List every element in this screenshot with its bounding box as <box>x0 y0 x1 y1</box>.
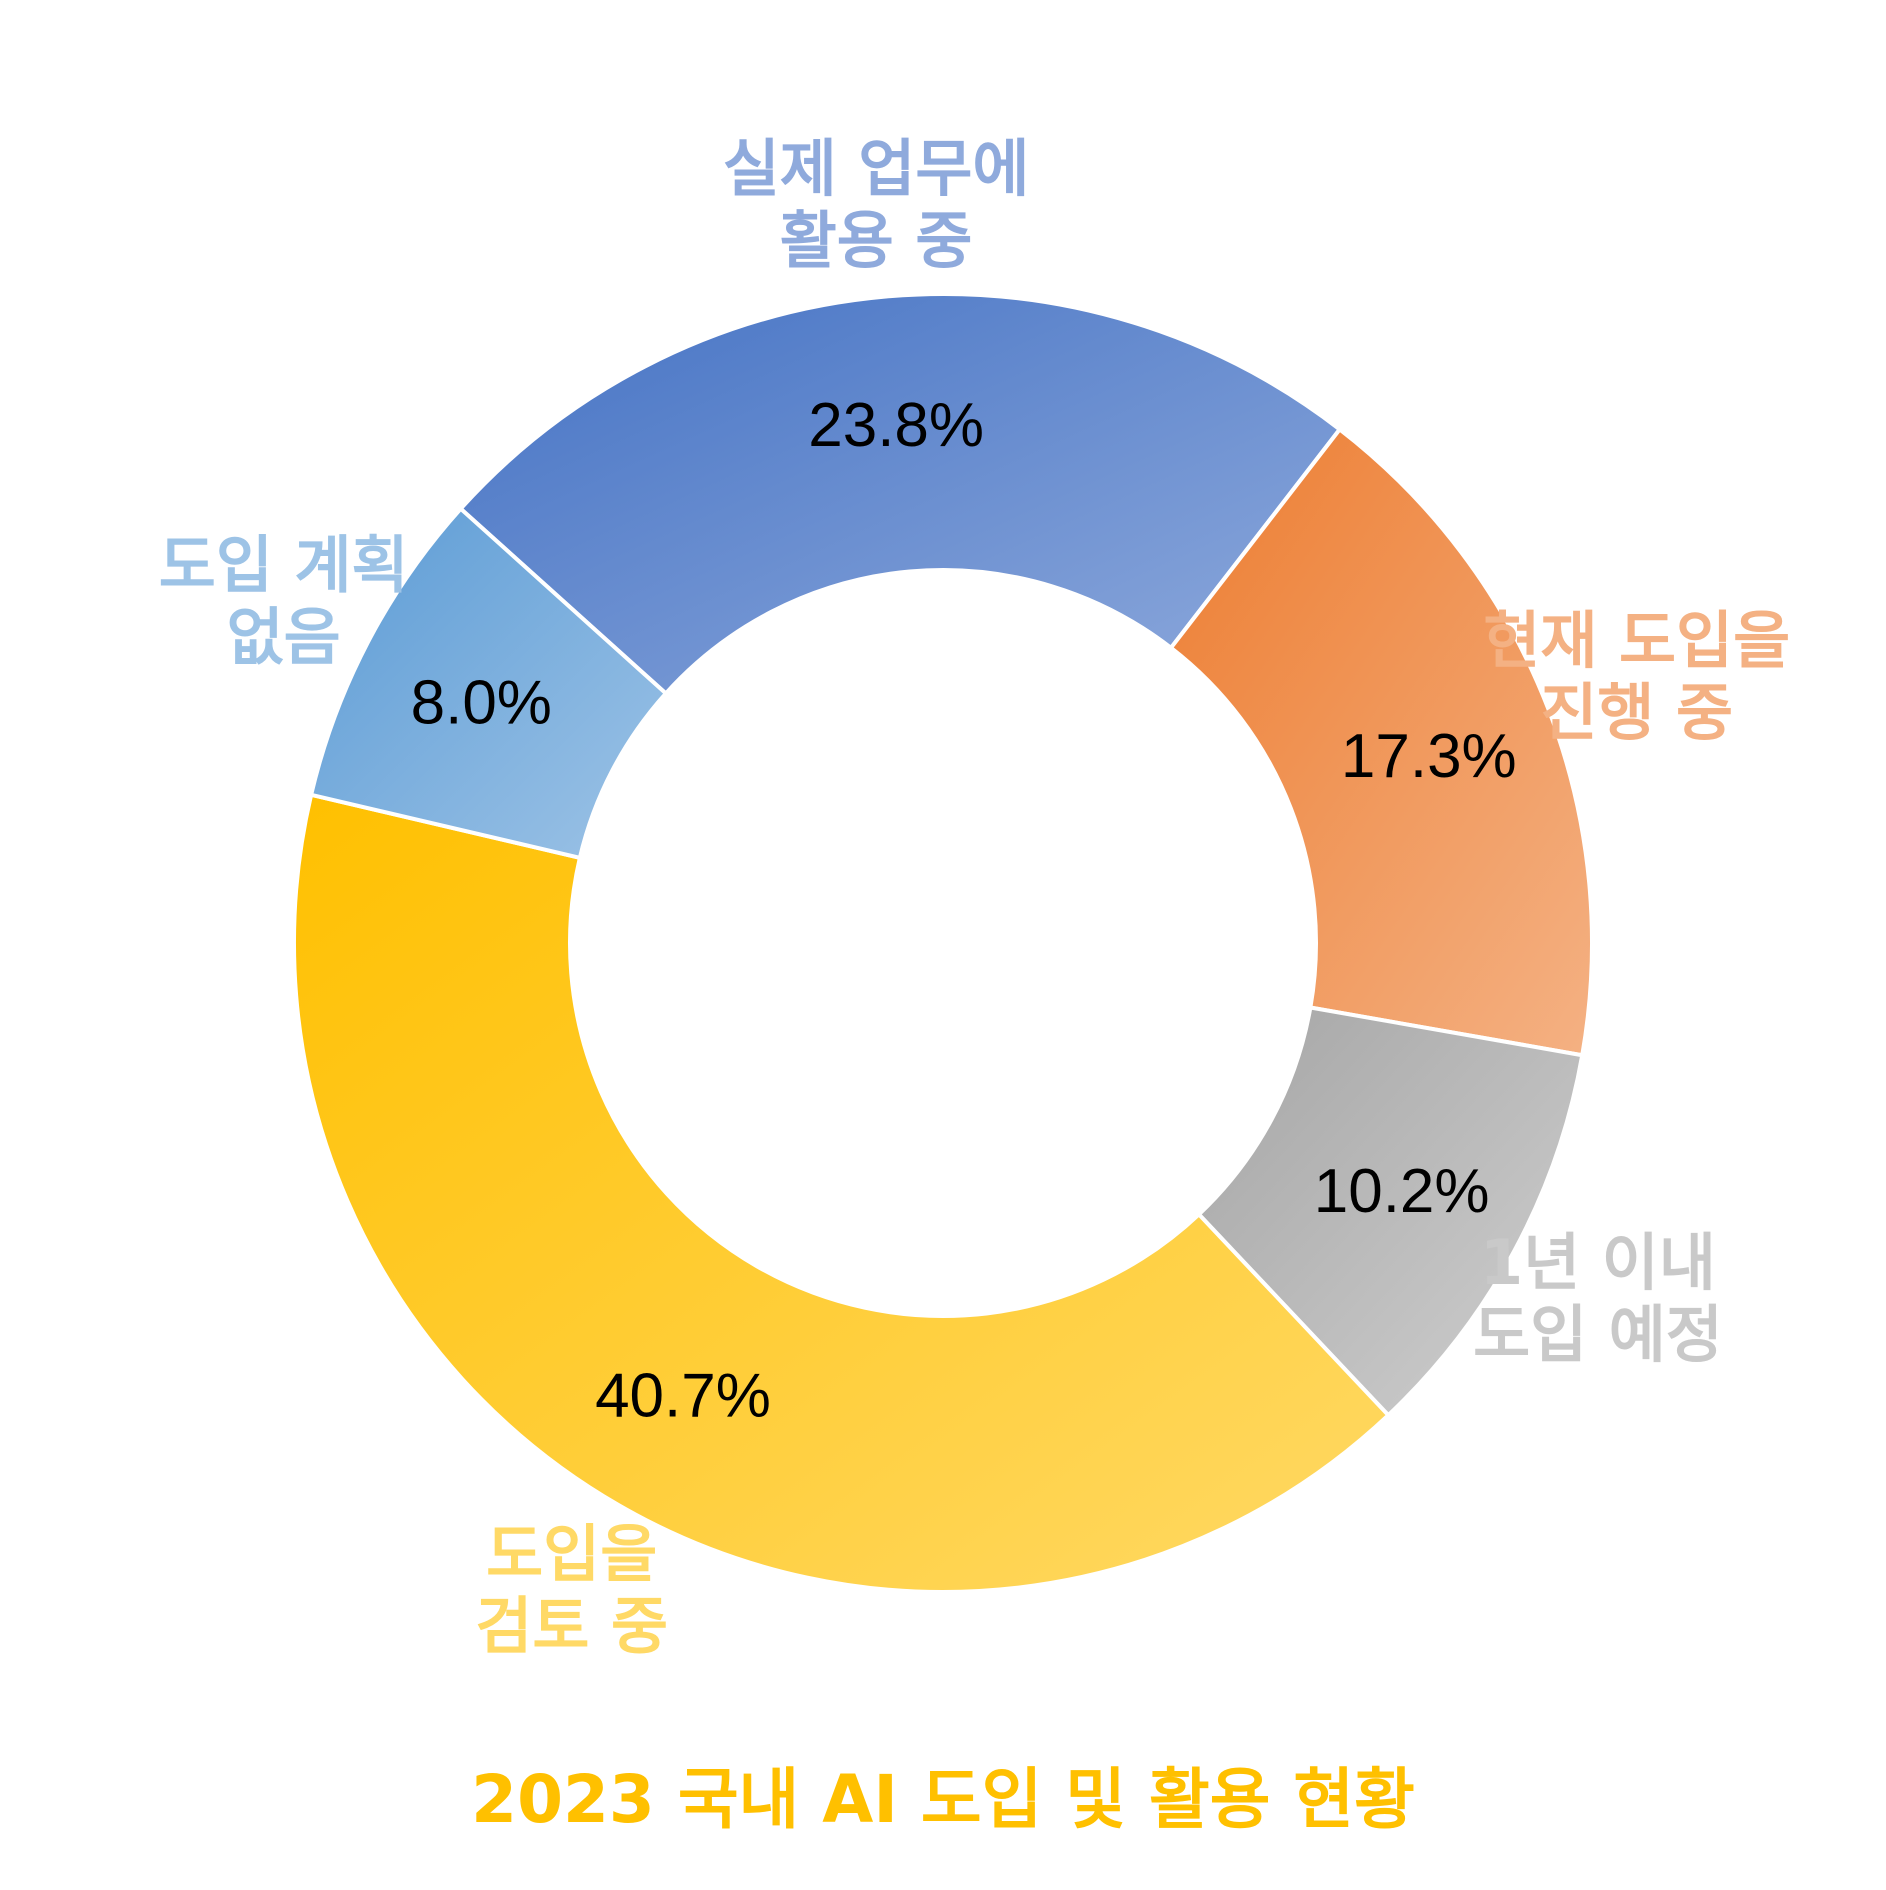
slice-category-label-line: 실제 업무에 <box>723 132 1030 205</box>
slice-category-label: 도입 계획 없음 <box>159 528 409 673</box>
donut-slice <box>457 292 1343 697</box>
slice-value-label: 40.7% <box>595 1361 771 1430</box>
slice-value-label: 10.2% <box>1314 1157 1490 1226</box>
donut-slice <box>292 792 1392 1594</box>
slice-value-label: 8.0% <box>411 669 552 738</box>
slice-category-label-line: 없음 <box>227 600 341 673</box>
slice-category-label-line: 현재 도입을 <box>1483 604 1790 677</box>
slice-category-label-line: 도입 예정 <box>1473 1298 1723 1371</box>
slice-category-label: 1년 이내 도입 예정 <box>1473 1226 1723 1371</box>
slice-category-label: 현재 도입을 진행 중 <box>1483 604 1790 749</box>
slice-category-label-line: 도입 계획 <box>159 528 409 601</box>
slice-category-label-line: 검토 중 <box>475 1590 668 1663</box>
donut-slice <box>1168 426 1594 1058</box>
slice-value-label: 23.8% <box>808 391 984 460</box>
donut-slice <box>308 505 669 861</box>
slice-category-label-line: 진행 중 <box>1540 676 1733 749</box>
chart-title: 2023 국내 AI 도입 및 활용 현황 <box>471 1761 1415 1838</box>
value-labels: 23.8% 17.3% 10.2% 40.7% 8.0% <box>411 391 1517 1430</box>
donut-slices <box>292 292 1594 1594</box>
slice-category-label: 도입을 검토 중 <box>475 1518 668 1663</box>
slice-category-label-line: 활용 중 <box>780 204 973 277</box>
slice-category-label-line: 1년 이내 <box>1480 1226 1716 1299</box>
slice-category-label: 실제 업무에 활용 중 <box>723 132 1030 277</box>
slice-value-label: 17.3% <box>1341 722 1517 791</box>
slice-category-label-line: 도입을 <box>486 1518 657 1591</box>
